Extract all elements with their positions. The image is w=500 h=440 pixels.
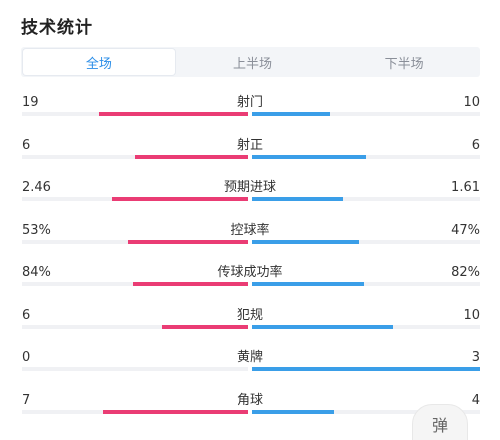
stat-row: 53% 控球率 47%	[0, 223, 500, 253]
away-value: 10	[463, 95, 480, 110]
home-bar-track	[22, 240, 248, 244]
home-bar-track	[22, 367, 248, 371]
section-title: 技术统计	[21, 18, 93, 38]
home-bar-track	[22, 282, 248, 286]
home-bar-track	[22, 325, 248, 329]
stat-label: 犯规	[236, 308, 263, 323]
home-bar	[103, 410, 248, 414]
away-bar-track	[252, 197, 480, 201]
home-value: 0	[22, 350, 31, 365]
away-bar-track	[252, 240, 480, 244]
stat-label: 射门	[236, 95, 263, 110]
stat-label: 传球成功率	[217, 265, 283, 280]
home-value: 19	[22, 95, 39, 110]
home-bar	[112, 197, 248, 201]
away-value: 3	[471, 350, 480, 365]
away-bar	[252, 367, 480, 371]
period-tabs: 全场 上半场 下半场	[21, 47, 480, 77]
away-bar-track	[252, 325, 480, 329]
away-bar	[252, 197, 344, 201]
away-bar	[252, 112, 330, 116]
home-bar	[135, 155, 248, 159]
home-value: 6	[22, 138, 31, 153]
stat-label: 预期进球	[223, 180, 276, 195]
stat-row: 19 射门 10	[0, 95, 500, 125]
away-bar	[252, 282, 364, 286]
stat-label: 角球	[236, 393, 263, 408]
away-value: 1.61	[451, 180, 480, 195]
stat-row: 6 犯规 10	[0, 308, 500, 338]
home-value: 84%	[22, 265, 51, 280]
stat-label: 射正	[236, 138, 263, 153]
home-value: 53%	[22, 223, 51, 238]
home-bar-track	[22, 197, 248, 201]
home-bar	[132, 282, 248, 286]
away-bar	[252, 325, 394, 329]
stat-label: 黄牌	[236, 350, 263, 365]
away-bar	[252, 155, 366, 159]
away-value: 6	[471, 138, 480, 153]
home-bar	[162, 325, 248, 329]
tab-first-half[interactable]: 上半场	[233, 56, 273, 72]
home-bar	[128, 240, 248, 244]
away-bar	[252, 240, 360, 244]
away-value: 4	[471, 393, 480, 408]
home-bar-track	[22, 112, 248, 116]
home-bar	[98, 112, 248, 116]
away-bar-track	[252, 367, 480, 371]
stat-row: 84% 传球成功率 82%	[0, 265, 500, 295]
home-bar-track	[22, 410, 248, 414]
danmu-button[interactable]: 弹	[412, 404, 468, 440]
away-bar-track	[252, 155, 480, 159]
home-value: 7	[22, 393, 31, 408]
away-value: 10	[463, 308, 480, 323]
tab-full-match[interactable]: 全场	[23, 49, 175, 75]
away-value: 47%	[451, 223, 480, 238]
tab-second-half[interactable]: 下半场	[384, 56, 424, 72]
stat-label: 控球率	[230, 223, 270, 238]
stat-row: 6 射正 6	[0, 138, 500, 168]
stat-row: 2.46 预期进球 1.61	[0, 180, 500, 210]
away-bar-track	[252, 282, 480, 286]
away-bar-track	[252, 410, 480, 414]
away-value: 82%	[451, 265, 480, 280]
home-value: 6	[22, 308, 31, 323]
home-value: 2.46	[22, 180, 51, 195]
home-bar-track	[22, 155, 248, 159]
away-bar-track	[252, 112, 480, 116]
away-bar	[252, 410, 335, 414]
stat-row: 7 角球 4	[0, 393, 500, 423]
stat-row: 0 黄牌 3	[0, 350, 500, 380]
